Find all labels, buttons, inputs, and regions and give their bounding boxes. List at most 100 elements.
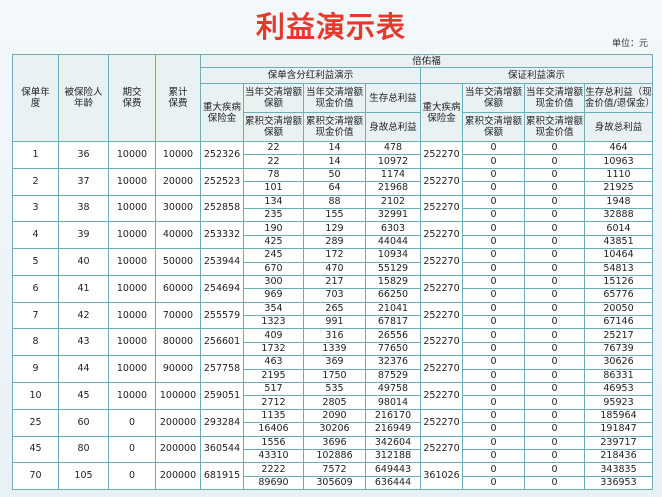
- table-cell: 16406: [243, 422, 304, 437]
- table-row: 1 36 10000 10000 252326 22 14 478 252270 0 0 464: [12, 140, 654, 169]
- table-cell: 300: [243, 274, 304, 290]
- table-cell: 0: [524, 475, 585, 491]
- table-cell: 0: [462, 315, 525, 330]
- table-row: 5 40 10000 50000 253944 245 172 10934 252270 0 0 10…: [12, 248, 654, 276]
- table-cell: 0: [524, 167, 585, 183]
- table-cell: 67817: [365, 315, 421, 330]
- table-row: 101 64 21968 0 0 21925: [13, 181, 654, 196]
- table-cell: 0: [524, 368, 585, 384]
- table-cell: 2102: [365, 194, 421, 209]
- table-cell: 360544: [200, 435, 244, 464]
- table-cell: 10000: [108, 274, 156, 303]
- table-cell: 30206: [303, 422, 366, 437]
- table-cell: 0: [462, 167, 525, 183]
- table-row: 425 289 44044 0 0 43851: [13, 234, 654, 250]
- table-cell: 88: [303, 194, 366, 209]
- table-cell: 425: [243, 234, 304, 250]
- table-cell: 14: [303, 154, 366, 169]
- table-cell: 0: [462, 301, 525, 317]
- table-cell: 681915: [200, 462, 244, 491]
- table-cell: 254694: [200, 274, 244, 303]
- table-cell: 0: [524, 221, 585, 236]
- table-cell: 0: [462, 462, 525, 477]
- table-cell: 3: [12, 194, 59, 223]
- table-cell: 30626: [583, 355, 654, 370]
- table-cell: 105: [58, 462, 109, 491]
- table-cell: 342604: [365, 435, 421, 450]
- table-cell: 10000: [108, 194, 156, 223]
- table-cell: 252270: [420, 328, 463, 357]
- table-cell: 50: [303, 167, 366, 183]
- table-cell: 67146: [583, 315, 654, 330]
- table-cell: 0: [462, 274, 525, 290]
- table-cell: 55129: [365, 261, 421, 276]
- table-cell: 0: [462, 408, 525, 424]
- table-cell: 10000: [108, 248, 156, 276]
- table-cell: 0: [524, 301, 585, 317]
- table-cell: 0: [462, 341, 525, 357]
- table-cell: 80: [58, 435, 109, 464]
- table-cell: 95923: [583, 395, 654, 410]
- table-cell: 20050: [583, 301, 654, 317]
- table-cell: 0: [462, 234, 525, 250]
- table-cell: 10000: [108, 141, 156, 169]
- table-cell: 14: [303, 140, 366, 156]
- table-cell: 0: [108, 408, 156, 437]
- header-cell: 当年交清增额现金价值: [524, 83, 585, 113]
- table-cell: 3696: [303, 435, 366, 450]
- header-cell: 保单含分红利益演示: [200, 67, 421, 84]
- unit: 单位：元: [611, 39, 648, 49]
- table-cell: 670: [243, 261, 304, 276]
- table-cell: 90000: [155, 355, 201, 384]
- table-cell: 470: [303, 261, 366, 276]
- table-row: 9 44 10000 90000 257758 463 369 32376 252270 0 0 30…: [12, 355, 654, 384]
- table-cell: 252523: [200, 167, 244, 196]
- table-cell: 43310: [243, 448, 304, 464]
- table-cell: 41: [58, 274, 109, 303]
- header-cell: 重大疾病保险金: [420, 83, 463, 142]
- table-cell: 0: [524, 140, 585, 156]
- header-cell: 当年交清增额现金价值: [303, 83, 366, 113]
- table-cell: 78: [243, 167, 304, 183]
- table-cell: 0: [462, 382, 525, 397]
- table-cell: 10000: [155, 141, 201, 169]
- table-cell: 10000: [108, 221, 156, 250]
- table-cell: 252270: [420, 274, 463, 303]
- table-cell: 44: [58, 355, 109, 384]
- table-cell: 369: [303, 355, 366, 370]
- table-cell: 43: [58, 328, 109, 357]
- table-cell: 7: [12, 301, 59, 330]
- table-cell: 253944: [200, 248, 244, 276]
- table-cell: 1556: [243, 435, 304, 450]
- table-cell: 21925: [583, 181, 654, 196]
- header-cell: 当年交清增额保额: [462, 83, 525, 113]
- header-cell: 保证利益演示: [419, 67, 654, 84]
- table-cell: 25217: [583, 328, 654, 343]
- header-cell: 生存总利益（现金价值/退保金）: [583, 83, 654, 113]
- header-cell: 累计保费: [155, 54, 201, 142]
- table-row: 4 39 10000 40000 253332 190 129 6303 252270 0 0 601…: [12, 221, 654, 250]
- table-cell: 703: [303, 288, 366, 303]
- table-row: 969 703 66250 0 0 65776: [13, 288, 654, 303]
- table-cell: 361026: [420, 462, 463, 491]
- table-cell: 336953: [583, 475, 654, 491]
- table-cell: 253332: [200, 221, 244, 250]
- table-cell: 265: [303, 301, 366, 317]
- table-cell: 32888: [583, 207, 654, 223]
- table-cell: 252270: [420, 248, 463, 276]
- table-cell: 2195: [243, 368, 304, 384]
- table-row: 3 38 10000 30000 252858 134 88 2102 252270 0 0 1948: [12, 194, 654, 223]
- table-row: 16406 30206 216949 0 0 191847: [13, 422, 654, 437]
- table-cell: 0: [524, 395, 585, 410]
- table-cell: 45: [58, 382, 109, 410]
- table-cell: 66250: [365, 288, 421, 303]
- table-cell: 129: [303, 221, 366, 236]
- table-cell: 44044: [365, 234, 421, 250]
- table-cell: 463: [243, 355, 304, 370]
- table-cell: 252270: [420, 141, 463, 169]
- table-cell: 0: [524, 382, 585, 397]
- table-cell: 0: [524, 207, 585, 223]
- table-cell: 9: [12, 355, 59, 384]
- table-cell: 64: [303, 181, 366, 196]
